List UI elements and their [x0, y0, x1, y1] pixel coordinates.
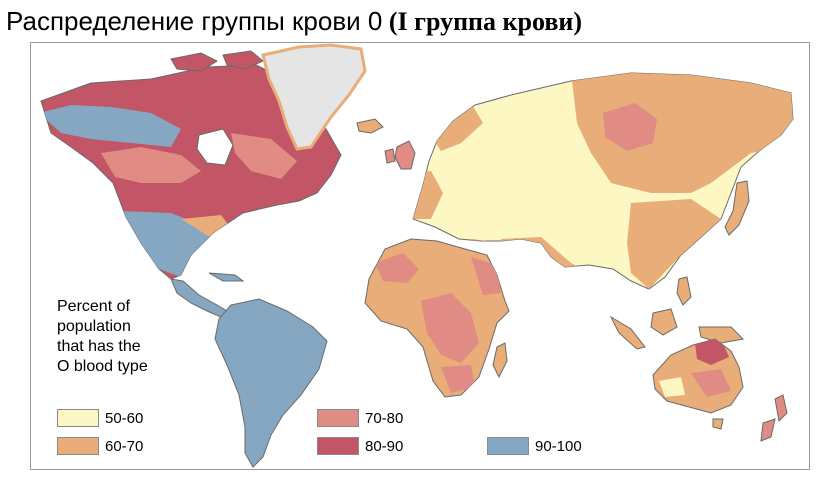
legend-item-60-70: 60-70	[57, 437, 143, 455]
hudson-bay	[196, 128, 234, 166]
new-zealand-south-shape	[760, 418, 776, 442]
legend-item-90-100: 90-100	[487, 437, 582, 455]
map-frame: Percent of population that has the O blo…	[30, 42, 810, 470]
australia-north-red-zone	[695, 339, 729, 365]
arctic-island-2	[222, 50, 264, 70]
siberia-pink-zone	[603, 103, 657, 151]
east-asia-orange-zone	[627, 199, 721, 289]
legend-title: Percent of population that has the O blo…	[57, 298, 148, 375]
siberia-orange-zone	[571, 73, 793, 193]
legend-swatch-80-90	[317, 437, 359, 455]
map-title-suffix: (I группа крови)	[388, 7, 583, 36]
legend-label-90-100: 90-100	[535, 437, 582, 455]
sumatra-shape	[609, 315, 646, 350]
south-america-shape	[214, 298, 328, 468]
world-map	[40, 43, 794, 468]
legend-item-50-60: 50-60	[57, 409, 143, 427]
legend-label-70-80: 70-80	[365, 409, 404, 427]
africa-central-pink-zone	[421, 293, 479, 363]
ireland-shape	[384, 148, 396, 164]
legend-label-80-90: 80-90	[365, 437, 404, 455]
britain-shape	[394, 140, 416, 170]
legend-swatch-50-60	[57, 409, 99, 427]
canada-pink-zone	[101, 147, 201, 183]
legend-swatch-70-80	[317, 409, 359, 427]
legend-label-60-70: 60-70	[105, 437, 144, 455]
australia-region	[652, 338, 744, 414]
africa-west-pink-zone	[375, 253, 419, 283]
tasmania-shape	[712, 418, 724, 430]
legend-swatch-90-100	[487, 437, 529, 455]
arctic-island-1	[170, 52, 219, 72]
new-guinea-shape	[698, 326, 745, 344]
map-title-main: Распределение группы крови 0	[6, 6, 383, 36]
australia-yellow-zone	[659, 377, 685, 397]
legend-swatch-60-70	[57, 437, 99, 455]
greenland-shape	[261, 43, 367, 151]
eurasia-region	[412, 72, 794, 290]
legend-item-80-90: 80-90	[317, 437, 403, 455]
legend-item-70-80: 70-80	[317, 409, 403, 427]
japan-shape	[724, 180, 750, 236]
east-pink-zone	[231, 133, 297, 179]
cuba-shape	[208, 272, 245, 282]
iceland-shape	[356, 118, 384, 134]
philippines-shape	[676, 276, 692, 306]
australia-pink-zone	[691, 369, 731, 397]
borneo-shape	[650, 308, 678, 336]
africa-south-pink-zone	[441, 365, 475, 393]
north-america-region	[40, 64, 342, 280]
new-zealand-north-shape	[774, 394, 788, 423]
madagascar-shape	[492, 342, 508, 379]
map-title: Распределение группы крови 0 (I группа к…	[6, 4, 582, 38]
africa-region	[364, 238, 510, 398]
alaska-blue-zone	[41, 105, 181, 147]
legend-label-50-60: 50-60	[105, 409, 144, 427]
